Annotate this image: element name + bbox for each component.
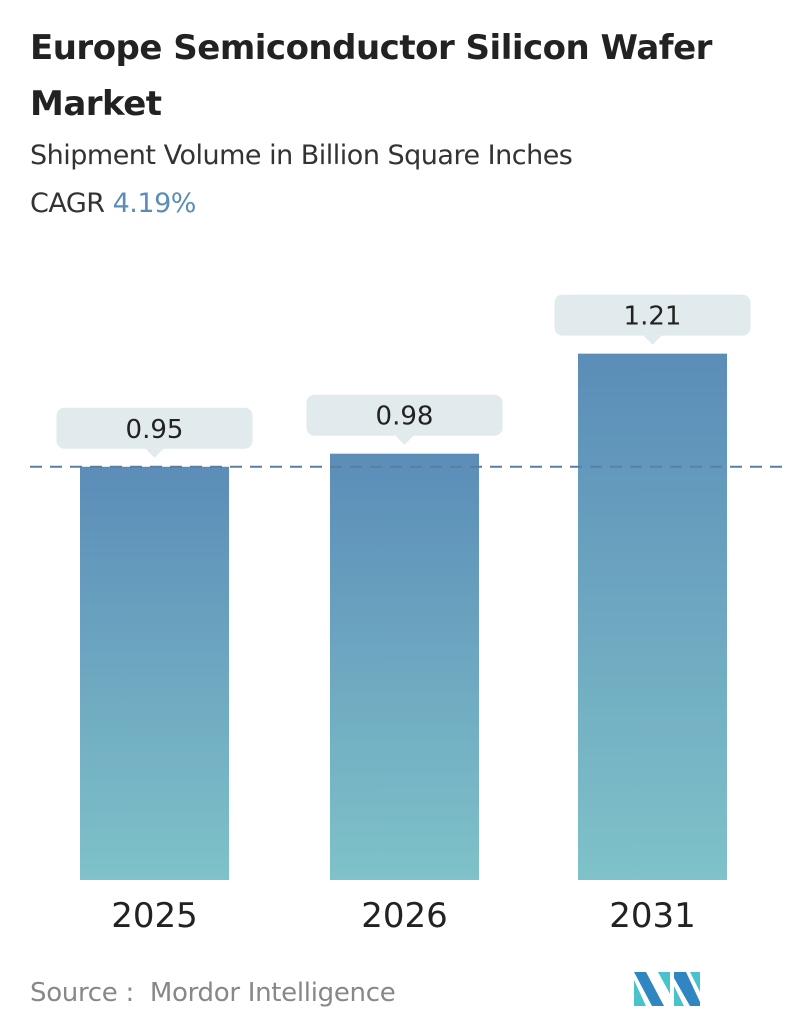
- x-tick-label: 2026: [361, 896, 448, 936]
- data-label-pointer: [145, 448, 164, 458]
- data-label-box: [56, 407, 253, 449]
- x-tick-label: 2025: [111, 896, 198, 936]
- cagr-value: 4.19%: [112, 188, 197, 219]
- chart-title: Europe Semiconductor Silicon Wafer Marke…: [30, 28, 712, 124]
- bar-chart: 0.95 2025 0.98 2026 1.21 2031: [30, 294, 782, 936]
- data-label-box: [554, 294, 751, 336]
- bar-2031: [578, 353, 727, 880]
- cagr-label: CAGR: [30, 188, 105, 219]
- mordor-intelligence-logo: [634, 972, 700, 1006]
- bar-2026: [330, 453, 479, 880]
- source-value: Mordor Intelligence: [149, 978, 396, 1008]
- data-label-box: [306, 394, 503, 436]
- bar-2025: [80, 466, 229, 880]
- data-label-pointer: [395, 435, 414, 445]
- x-tick-label: 2031: [609, 896, 696, 936]
- source-label: Source :: [30, 978, 134, 1008]
- data-label: 0.98: [376, 402, 434, 432]
- data-label: 0.95: [126, 415, 184, 445]
- source: Source : Mordor Intelligence: [30, 978, 396, 1008]
- cagr: CAGR 4.19%: [30, 188, 196, 219]
- data-label-pointer: [643, 335, 662, 345]
- chart-subtitle: Shipment Volume in Billion Square Inches: [30, 140, 573, 171]
- data-label: 1.21: [624, 302, 682, 332]
